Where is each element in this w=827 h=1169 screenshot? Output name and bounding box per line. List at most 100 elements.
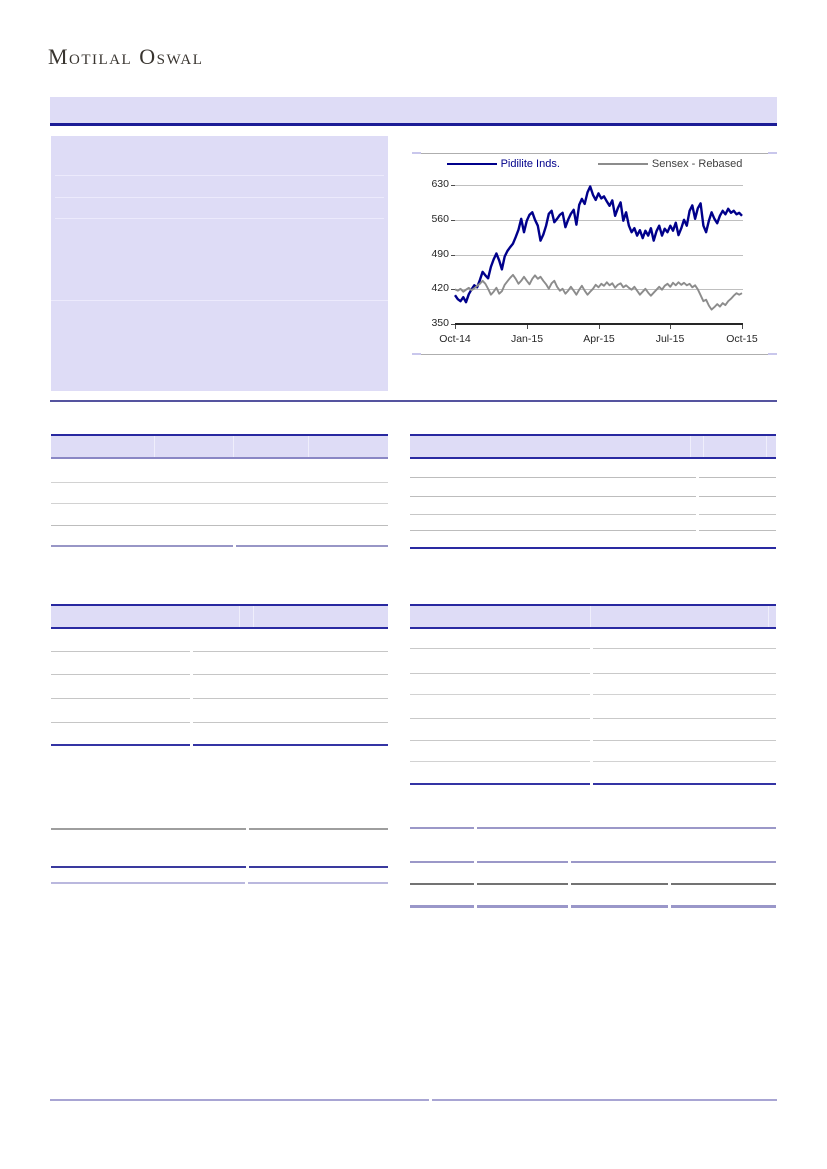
snapshot-divider [55,197,384,198]
table1-col-sep [233,436,234,457]
table4-row-line [410,648,776,649]
table3-subtotal-rule [51,744,388,746]
legend-item-pidilite: Pidilite Inds. [446,158,560,170]
chart-corner-mark [768,353,777,355]
table1-row-line [51,525,388,526]
y-tick [451,324,455,325]
table4-col-sep [768,606,769,627]
x-axis-line [455,323,743,325]
chart-top-border [421,153,768,154]
legend-item-sensex: Sensex - Rebased [597,158,743,170]
line-gap [696,496,699,497]
table4-bottom-rule [410,905,776,908]
snapshot-divider [55,175,384,176]
table2-row-line [410,477,776,478]
table4-subtotal-rule [410,783,776,785]
table4-row-line [410,740,776,741]
table3-col-sep [239,606,240,627]
x-axis-label: Jan-15 [510,333,544,345]
table2-row-line [410,496,776,497]
line-gap [429,1099,432,1101]
motilal-oswal-logo: Motilal Oswal [48,44,204,69]
table4-row-line [410,694,776,695]
chart-corner-mark [412,152,421,154]
price-line-series [454,185,743,311]
chart-bottom-border [421,354,768,355]
line-gap [190,722,193,723]
chart-corner-mark [768,152,777,154]
line-gap [668,883,671,885]
legend-label-sensex: Sensex - Rebased [651,158,743,170]
snapshot-divider [55,218,384,219]
gridline-630 [455,185,743,186]
snapshot-panel [51,136,388,391]
chart-corner-mark [412,353,421,355]
line-gap [590,694,593,695]
footer-rule [50,1099,777,1101]
x-tick [527,325,528,329]
line-gap [474,861,477,863]
x-axis-label: Apr-15 [583,333,615,345]
table2-col-sep [690,436,691,457]
gridline-420 [455,289,743,290]
table4-row-line [410,718,776,719]
table1-col-sep [308,436,309,457]
table3-header-band [51,604,388,629]
line-gap [233,545,236,547]
x-axis-label: Oct-14 [439,333,471,345]
line-gap [568,861,571,863]
line-gap [190,744,193,746]
table3-row-line [51,651,388,652]
section-divider-rule [50,400,777,402]
table1-header-band [51,434,388,459]
snapshot-divider [51,300,388,301]
line-gap [668,905,671,908]
x-axis-label: Oct-15 [726,333,758,345]
table1-row-line [51,482,388,483]
y-axis-label: 630 [431,178,449,190]
table4-row-line [410,761,776,762]
line-gap [246,828,249,830]
chart-legend: Pidilite Inds. Sensex - Rebased [412,158,777,170]
x-tick [742,325,743,329]
line-gap [696,514,699,515]
y-axis-label: 560 [431,213,449,225]
line-gap [190,698,193,699]
y-tick [451,185,455,186]
title-band [50,97,777,126]
table3-row-line [51,698,388,699]
line-gap [245,882,248,884]
line-gap [696,530,699,531]
legend-label-pidilite: Pidilite Inds. [500,158,560,170]
table4-header-band [410,604,776,629]
table2-row-line [410,514,776,515]
y-tick [451,220,455,221]
table4-row-line [410,673,776,674]
table4-col-sep [590,606,591,627]
line-gap [590,718,593,719]
x-tick [599,325,600,329]
line-gap [590,740,593,741]
table2-col-sep [703,436,704,457]
legend-swatch-1 [597,162,648,166]
gridline-560 [455,220,743,221]
table3-navy-rule [51,866,388,868]
line-gap [590,783,593,785]
table2-col-sep [766,436,767,457]
table2-header-band [410,434,776,459]
table4-gray-rule [410,883,776,885]
line-gap [568,905,571,908]
x-axis-label: Jul-15 [655,333,685,345]
line-gap [590,761,593,762]
x-tick [670,325,671,329]
x-tick [455,325,456,329]
table3-total-rule [51,828,388,830]
line-gap [474,905,477,908]
line-gap [696,477,699,478]
table4-purple-rule [410,861,776,863]
line-gap [568,883,571,885]
table3-light-rule [51,882,388,884]
line-gap [590,673,593,674]
table2-bottom-rule [410,547,776,549]
